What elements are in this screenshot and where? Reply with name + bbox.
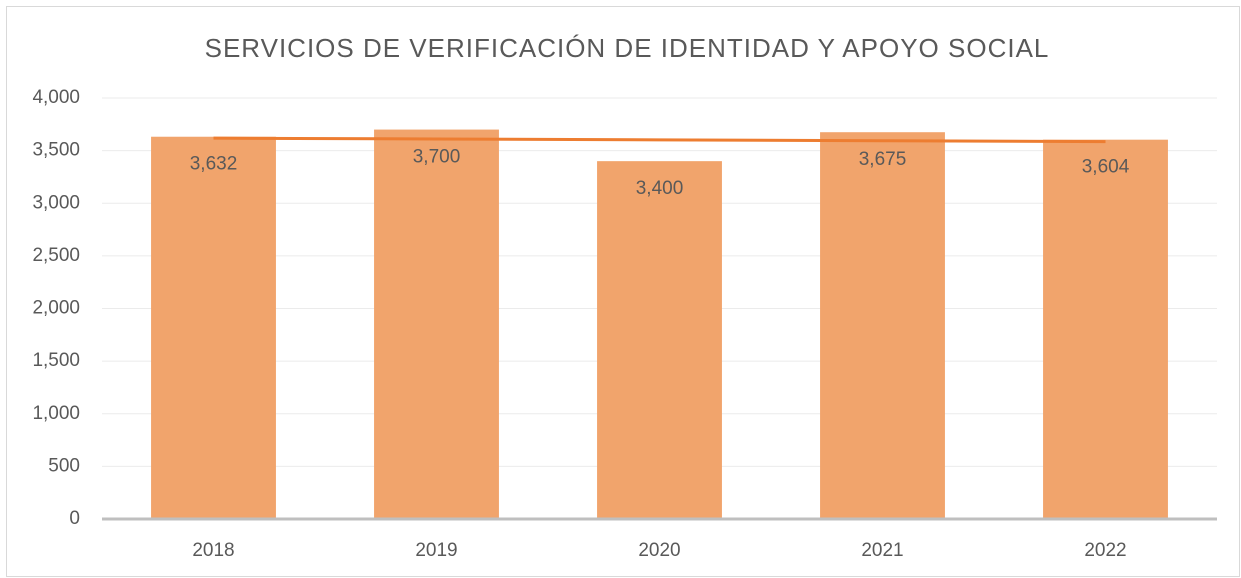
data-label: 3,604 bbox=[1082, 157, 1130, 178]
bar bbox=[597, 161, 722, 519]
y-tick-label: 3,500 bbox=[32, 140, 80, 161]
y-tick-label: 3,000 bbox=[32, 192, 80, 213]
y-tick-label: 0 bbox=[69, 508, 80, 529]
x-tick-label: 2019 bbox=[415, 540, 457, 561]
bar bbox=[820, 132, 945, 520]
bar bbox=[151, 136, 276, 519]
x-tick-label: 2020 bbox=[638, 540, 680, 561]
data-label: 3,675 bbox=[859, 149, 907, 170]
x-tick-label: 2022 bbox=[1084, 540, 1126, 561]
bar bbox=[1043, 139, 1168, 519]
y-tick-label: 1,000 bbox=[32, 403, 80, 424]
y-tick-label: 4,000 bbox=[32, 87, 80, 108]
data-label: 3,632 bbox=[190, 154, 238, 175]
data-label: 3,700 bbox=[413, 147, 461, 168]
x-tick-label: 2021 bbox=[861, 540, 903, 561]
chart-title: SERVICIOS DE VERIFICACIÓN DE IDENTIDAD Y… bbox=[205, 33, 1050, 63]
trendline bbox=[213, 136, 1106, 144]
y-tick-label: 2,500 bbox=[32, 245, 80, 266]
y-tick-label: 1,500 bbox=[32, 350, 80, 371]
y-tick-label: 2,000 bbox=[32, 298, 80, 319]
x-tick-label: 2018 bbox=[192, 540, 234, 561]
bar bbox=[374, 129, 499, 519]
y-tick-label: 500 bbox=[48, 455, 80, 476]
data-label: 3,400 bbox=[636, 178, 684, 199]
